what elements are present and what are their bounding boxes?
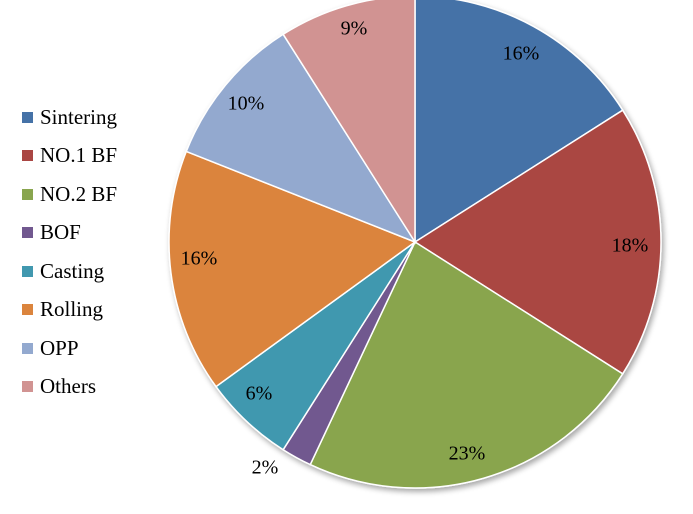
data-label-rolling: 16%: [181, 248, 218, 270]
pie-slice-sintering: [414, 0, 624, 244]
legend-item-rolling: Rolling: [22, 291, 117, 330]
legend-label: Sintering: [40, 104, 117, 129]
pie-slice-opp: [185, 33, 417, 244]
legend-swatch: [22, 227, 33, 239]
chart-legend: Sintering NO.1 BF NO.2 BF BOF Casting Rolling…: [22, 98, 117, 406]
pie-slice-no-2-bf: [309, 240, 624, 489]
pie-slice-rolling: [168, 150, 417, 388]
legend-item-casting: Casting: [22, 252, 117, 291]
data-label-others: 9%: [341, 18, 368, 40]
legend-item-bof: BOF: [22, 214, 117, 253]
legend-swatch: [22, 111, 33, 123]
legend-swatch: [22, 304, 33, 316]
pie-slice-no-1-bf: [413, 109, 662, 375]
legend-item-sintering: Sintering: [22, 98, 117, 137]
legend-label: Rolling: [40, 297, 104, 322]
legend-label: NO.1 BF: [40, 143, 118, 168]
legend-swatch: [22, 150, 33, 162]
pie-slice-others: [282, 0, 416, 245]
legend-item-no-1-bf: NO.1 BF: [22, 137, 117, 176]
legend-label: OPP: [40, 335, 79, 360]
data-label-no-1-bf: 18%: [612, 235, 649, 257]
legend-label: NO.2 BF: [40, 181, 118, 206]
legend-swatch: [22, 342, 33, 354]
data-label-casting: 6%: [246, 383, 273, 405]
legend-swatch: [22, 265, 33, 277]
data-label-no-2-bf: 23%: [449, 443, 486, 465]
legend-swatch: [22, 381, 33, 393]
data-label-opp: 10%: [228, 93, 265, 115]
data-label-bof: 2%: [252, 457, 279, 479]
legend-swatch: [22, 188, 33, 200]
legend-item-no-2-bf: NO.2 BF: [22, 175, 117, 214]
legend-label: BOF: [40, 220, 81, 245]
legend-item-opp: OPP: [22, 329, 117, 368]
legend-item-others: Others: [22, 368, 117, 407]
legend-label: Others: [40, 374, 96, 399]
data-label-sintering: 16%: [503, 43, 540, 65]
legend-label: Casting: [40, 258, 105, 283]
